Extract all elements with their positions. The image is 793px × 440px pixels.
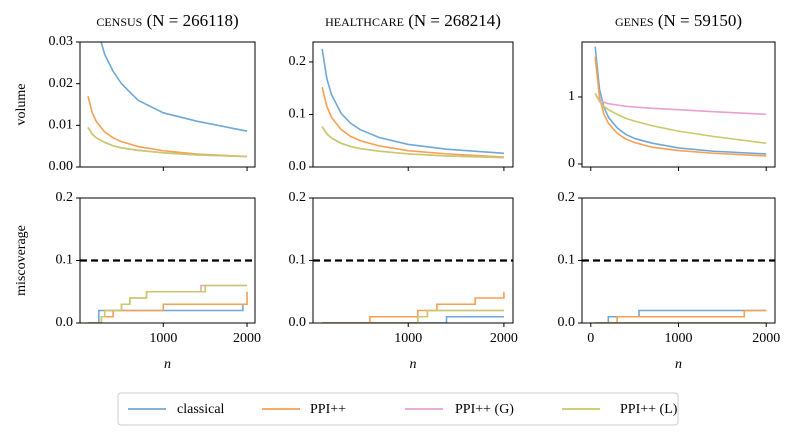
y-tick-label: 0.03 [49,34,74,49]
x-tick-label: 1000 [665,331,693,346]
series-line [321,126,504,159]
x-tick-label: 2000 [752,331,780,346]
plot-area [80,259,255,323]
y-tick-label: 0.2 [289,54,307,69]
axes-frame [581,197,776,324]
plot-area [313,259,513,323]
axes-frame [312,197,514,324]
y-tick-label: 0.2 [558,190,576,205]
y-tick-label: 0 [568,156,575,171]
legend-label: PPI++ (G) [455,402,514,417]
series-line [87,126,248,158]
series-line [594,56,767,157]
x-axis-label: n [675,357,682,372]
y-tick-label: 0.0 [289,159,307,174]
y-axis-label: miscoverage [14,225,29,296]
series-line [87,95,248,158]
y-tick-label: 0.1 [289,107,307,122]
x-tick-label: 1000 [149,331,177,346]
legend-box [117,392,679,426]
axes-frame [79,41,256,168]
plot-area [582,259,775,323]
axes-frame [79,197,256,324]
legend-label: PPI++ (L) [620,402,678,417]
y-tick-label: 0.0 [558,315,576,330]
panel-title: healthcare (N = 268214) [325,11,501,30]
plot-area [87,42,248,158]
y-tick-label: 0.2 [56,190,74,205]
legend-label: PPI++ [310,402,346,417]
panel-title: genes (N = 59150) [615,11,742,30]
x-tick-label: 1000 [394,331,422,346]
y-axis-label: volume [14,84,29,126]
series-line [322,309,504,323]
y-tick-label: 0.1 [558,253,576,268]
y-tick-label: 0.1 [56,253,74,268]
plot-area [594,46,767,157]
panel-title: census (N = 266118) [96,11,238,30]
y-tick-label: 0.1 [289,253,307,268]
series-line [100,42,248,132]
series-line [321,126,504,159]
series-line [87,284,248,323]
y-tick-label: 0.01 [49,118,74,133]
y-tick-label: 0.02 [49,76,74,91]
series-line [594,93,767,116]
series-line [594,46,767,155]
legend-label: classical [177,402,225,417]
x-tick-label: 2000 [490,331,518,346]
y-tick-label: 0.0 [289,315,307,330]
series-line [322,291,505,323]
y-tick-label: 0.2 [289,190,307,205]
x-axis-label: n [164,357,171,372]
series-line [87,126,248,158]
series-line [87,303,248,323]
series-line [595,309,767,323]
plot-area [321,48,504,159]
axes-frame [312,41,514,168]
y-tick-label: 0.0 [56,315,74,330]
y-tick-label: 1 [568,89,575,104]
axes-frame [581,41,776,168]
series-line [321,86,504,158]
series-line [87,291,248,323]
x-tick-label: 0 [587,331,594,346]
x-axis-label: n [410,357,417,372]
series-line [322,315,504,323]
x-tick-label: 2000 [233,331,261,346]
series-line [594,93,767,144]
series-line [321,48,504,155]
y-tick-label: 0.00 [49,159,74,174]
